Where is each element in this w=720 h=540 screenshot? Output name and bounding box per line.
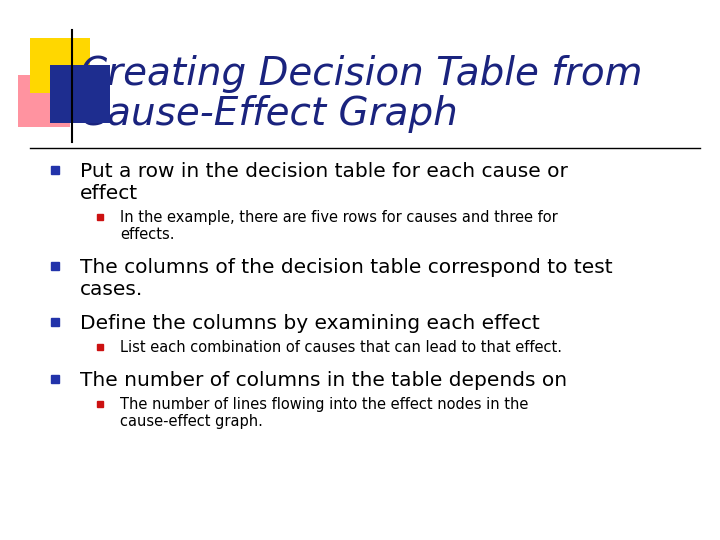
Text: cause-effect graph.: cause-effect graph.: [120, 414, 263, 429]
Text: Put a row in the decision table for each cause or: Put a row in the decision table for each…: [80, 162, 568, 181]
Text: Creating Decision Table from: Creating Decision Table from: [80, 55, 642, 93]
Text: effect: effect: [80, 184, 138, 203]
Bar: [30, 38, 90, 93]
Text: The number of lines flowing into the effect nodes in the: The number of lines flowing into the eff…: [120, 397, 528, 412]
Text: cases.: cases.: [80, 280, 143, 299]
Text: The columns of the decision table correspond to test: The columns of the decision table corres…: [80, 258, 613, 277]
Text: Cause-Effect Graph: Cause-Effect Graph: [80, 95, 458, 133]
Text: In the example, there are five rows for causes and three for: In the example, there are five rows for …: [120, 210, 558, 225]
Text: Define the columns by examining each effect: Define the columns by examining each eff…: [80, 314, 540, 333]
Text: effects.: effects.: [120, 227, 174, 242]
Bar: [18, 75, 70, 127]
Text: The number of columns in the table depends on: The number of columns in the table depen…: [80, 371, 567, 390]
Text: List each combination of causes that can lead to that effect.: List each combination of causes that can…: [120, 340, 562, 355]
Bar: [50, 65, 110, 123]
